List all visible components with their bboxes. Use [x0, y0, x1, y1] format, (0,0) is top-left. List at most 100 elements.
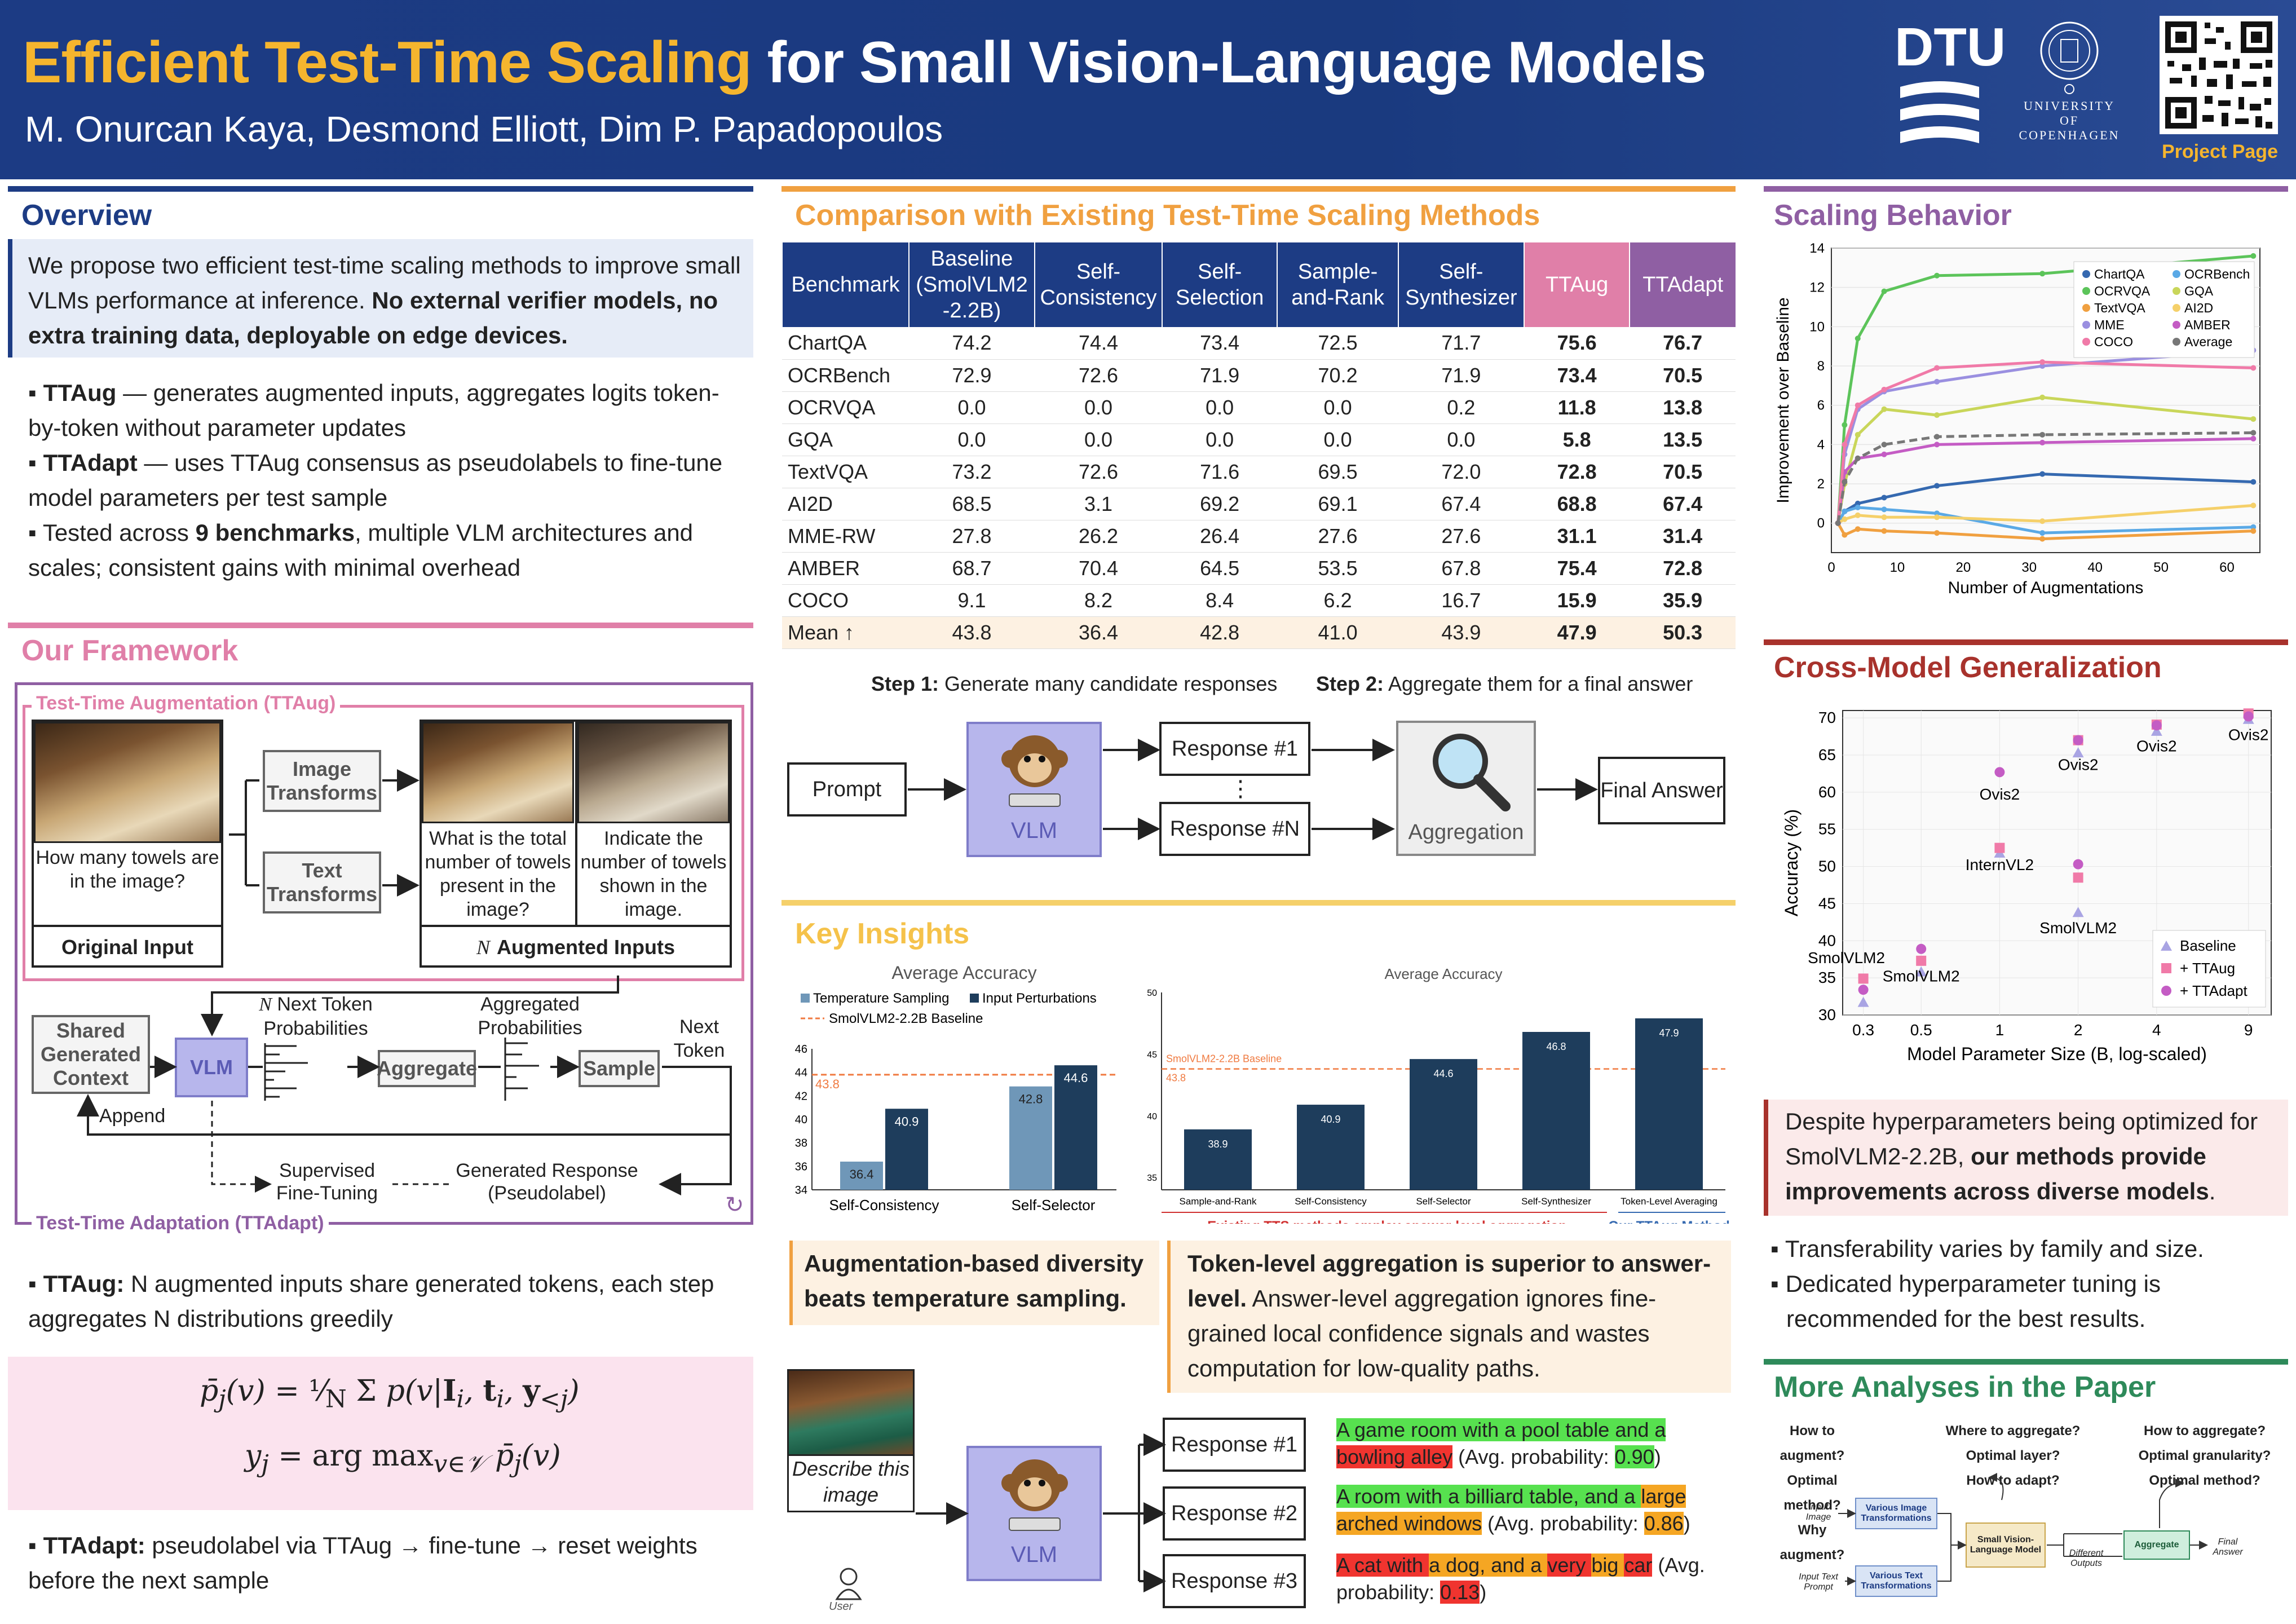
- table-cell: 72.5: [1277, 327, 1398, 360]
- baseline-point: [2151, 725, 2162, 736]
- project-page-link[interactable]: Project Page: [2162, 141, 2278, 162]
- token: billiard table,: [1465, 1485, 1585, 1508]
- data-point: [1842, 422, 1848, 428]
- table-cell: 26.2: [1035, 520, 1163, 553]
- legend-label: OCRVQA: [2094, 284, 2151, 298]
- more-fa: Final Answer: [2213, 1537, 2243, 1557]
- ours-label: Our TTAug Method: [1608, 1219, 1730, 1224]
- existing-label: Existing TTS methods employ answer-level…: [1207, 1219, 1566, 1224]
- legend-swatch: [2173, 270, 2180, 278]
- framework-arrows-top: [229, 769, 420, 897]
- data-point: [2250, 416, 2257, 422]
- ttadapt-point: [2073, 735, 2083, 745]
- th-baseline: Baseline (SmolVLM2 -2.2B): [908, 242, 1035, 327]
- y-tick-label: 38: [795, 1137, 807, 1150]
- poster-title: Efficient Test-Time Scaling for Small Vi…: [23, 29, 1706, 96]
- ntp-n: N: [259, 994, 272, 1015]
- x-tick-label: 20: [1955, 560, 1971, 575]
- comparison-table-wrap: Benchmark Baseline (SmolVLM2 -2.2B) Self…: [781, 242, 1736, 649]
- more-q2b: Optimal layer?: [1966, 1448, 2060, 1463]
- insights-bar: [781, 900, 1736, 906]
- x-tick-label: 60: [2219, 560, 2235, 575]
- data-point: [1855, 512, 1861, 518]
- table-cell: GQA: [782, 423, 909, 456]
- response-1-box: Response #1: [1159, 722, 1310, 776]
- table-cell: 72.0: [1398, 456, 1524, 488]
- y-tick-label: 40: [1147, 1112, 1157, 1122]
- overview-title: Overview: [21, 199, 152, 232]
- table-cell: 0.2: [1398, 391, 1524, 424]
- legend-swatch: [2082, 338, 2090, 346]
- x-tick-label: Self-Selector: [1012, 1197, 1096, 1213]
- x-axis-label: Model Parameter Size (B, log-scaled): [1907, 1044, 2207, 1064]
- more-q2c: How to adapt?: [1966, 1473, 2060, 1488]
- table-cell: 50.3: [1630, 616, 1736, 649]
- y-tick-label: 50: [1818, 858, 1836, 875]
- data-point: [1835, 520, 1841, 526]
- data-point: [1881, 514, 1887, 520]
- table-cell: 43.8: [909, 616, 1035, 649]
- table-cell: 5.8: [1524, 423, 1630, 456]
- baseline-point: [2072, 747, 2084, 758]
- x-tick-label: Sample-and-Rank: [1179, 1196, 1257, 1207]
- ttadapt-label: Test-Time Adaptation (TTAdapt): [32, 1212, 329, 1234]
- th-sample-rank: Sample-and-Rank: [1277, 242, 1398, 327]
- table-cell: 75.4: [1524, 552, 1630, 585]
- ttadapt-desc-text: pseudolabel via TTAug → fine-tune → rese…: [28, 1532, 697, 1594]
- data-point: [2250, 430, 2257, 436]
- user-label: User: [829, 1600, 853, 1613]
- token: A: [1336, 1418, 1355, 1441]
- x-tick-label: 40: [2087, 560, 2103, 575]
- legend-swatch: [2173, 338, 2180, 346]
- x-tick-label: Self-Synthesizer: [1521, 1196, 1591, 1207]
- step1-text: Generate many candidate responses: [939, 672, 1278, 695]
- table-cell: 0.0: [1162, 391, 1278, 424]
- table-cell: 47.9: [1524, 616, 1630, 649]
- token: with: [1406, 1485, 1449, 1508]
- data-point: [1855, 500, 1861, 506]
- example-arrows: [916, 1433, 1166, 1592]
- table-cell: 8.4: [1162, 584, 1278, 617]
- table-cell: 13.5: [1630, 423, 1736, 456]
- table-cell: AI2D: [782, 488, 909, 520]
- bullet-ttadapt: ▪ TTAdapt — uses TTAug consensus as pseu…: [28, 449, 723, 511]
- more-col2: Where to aggregate? Optimal layer? How to …: [1945, 1419, 2081, 1493]
- legend-swatch: [970, 994, 979, 1003]
- table-cell: 68.5: [909, 488, 1035, 520]
- qr-code[interactable]: [2160, 16, 2278, 134]
- table-cell: OCRVQA: [782, 391, 909, 424]
- bullet-ttaug-text: — generates augmented inputs, aggregates…: [28, 379, 719, 441]
- annotation-label: Ovis2: [2058, 756, 2099, 773]
- table-cell: 73.4: [1524, 359, 1630, 392]
- bar-value-label: 38.9: [1208, 1138, 1228, 1150]
- y-tick-label: 4: [1817, 437, 1825, 452]
- th-self-synthesizer: Self-Synthesizer: [1397, 242, 1524, 327]
- chart-title: Average Accuracy: [1384, 965, 1502, 982]
- bar-value-label: 47.9: [1659, 1027, 1679, 1039]
- steps-vlm-label: VLM: [1010, 818, 1058, 843]
- pool-room-image: [787, 1369, 915, 1456]
- example-vlm-label: VLM: [1010, 1542, 1058, 1567]
- table-row: COCO 9.1 8.2 8.4 6.2 16.7 15.9 35.9: [782, 584, 1736, 617]
- bar-value-label: 44.6: [1433, 1068, 1453, 1079]
- data-point: [1934, 514, 1940, 520]
- y-tick-label: 44: [795, 1067, 807, 1079]
- table-cell: 72.6: [1035, 456, 1163, 488]
- legend-box: [2152, 930, 2266, 1008]
- bar-value-label: 40.9: [1321, 1114, 1340, 1125]
- more-col3: How to aggregate? Optimal granularity? Opt…: [2126, 1419, 2284, 1493]
- y-tick-label: 65: [1818, 746, 1836, 764]
- y-tick-label: 42: [795, 1090, 807, 1102]
- ttadapt-point: [1994, 767, 2005, 778]
- legend-swatch: [2082, 287, 2090, 295]
- framework-bar: [8, 623, 753, 628]
- y-axis-label: Improvement over Baseline: [1774, 297, 1792, 503]
- table-cell: 75.6: [1524, 327, 1630, 360]
- ttadapt-point: [2073, 859, 2083, 870]
- comparison-table: Benchmark Baseline (SmolVLM2 -2.2B) Self…: [781, 242, 1736, 649]
- formula-box: p̄j(v) = ¹⁄N Σ p(v|Ii, ti, y<j) yj = arg…: [8, 1357, 753, 1510]
- table-cell: 68.7: [909, 552, 1035, 585]
- table-cell: 69.2: [1162, 488, 1278, 520]
- legend-swatch: [2173, 287, 2180, 295]
- data-point: [1842, 508, 1848, 514]
